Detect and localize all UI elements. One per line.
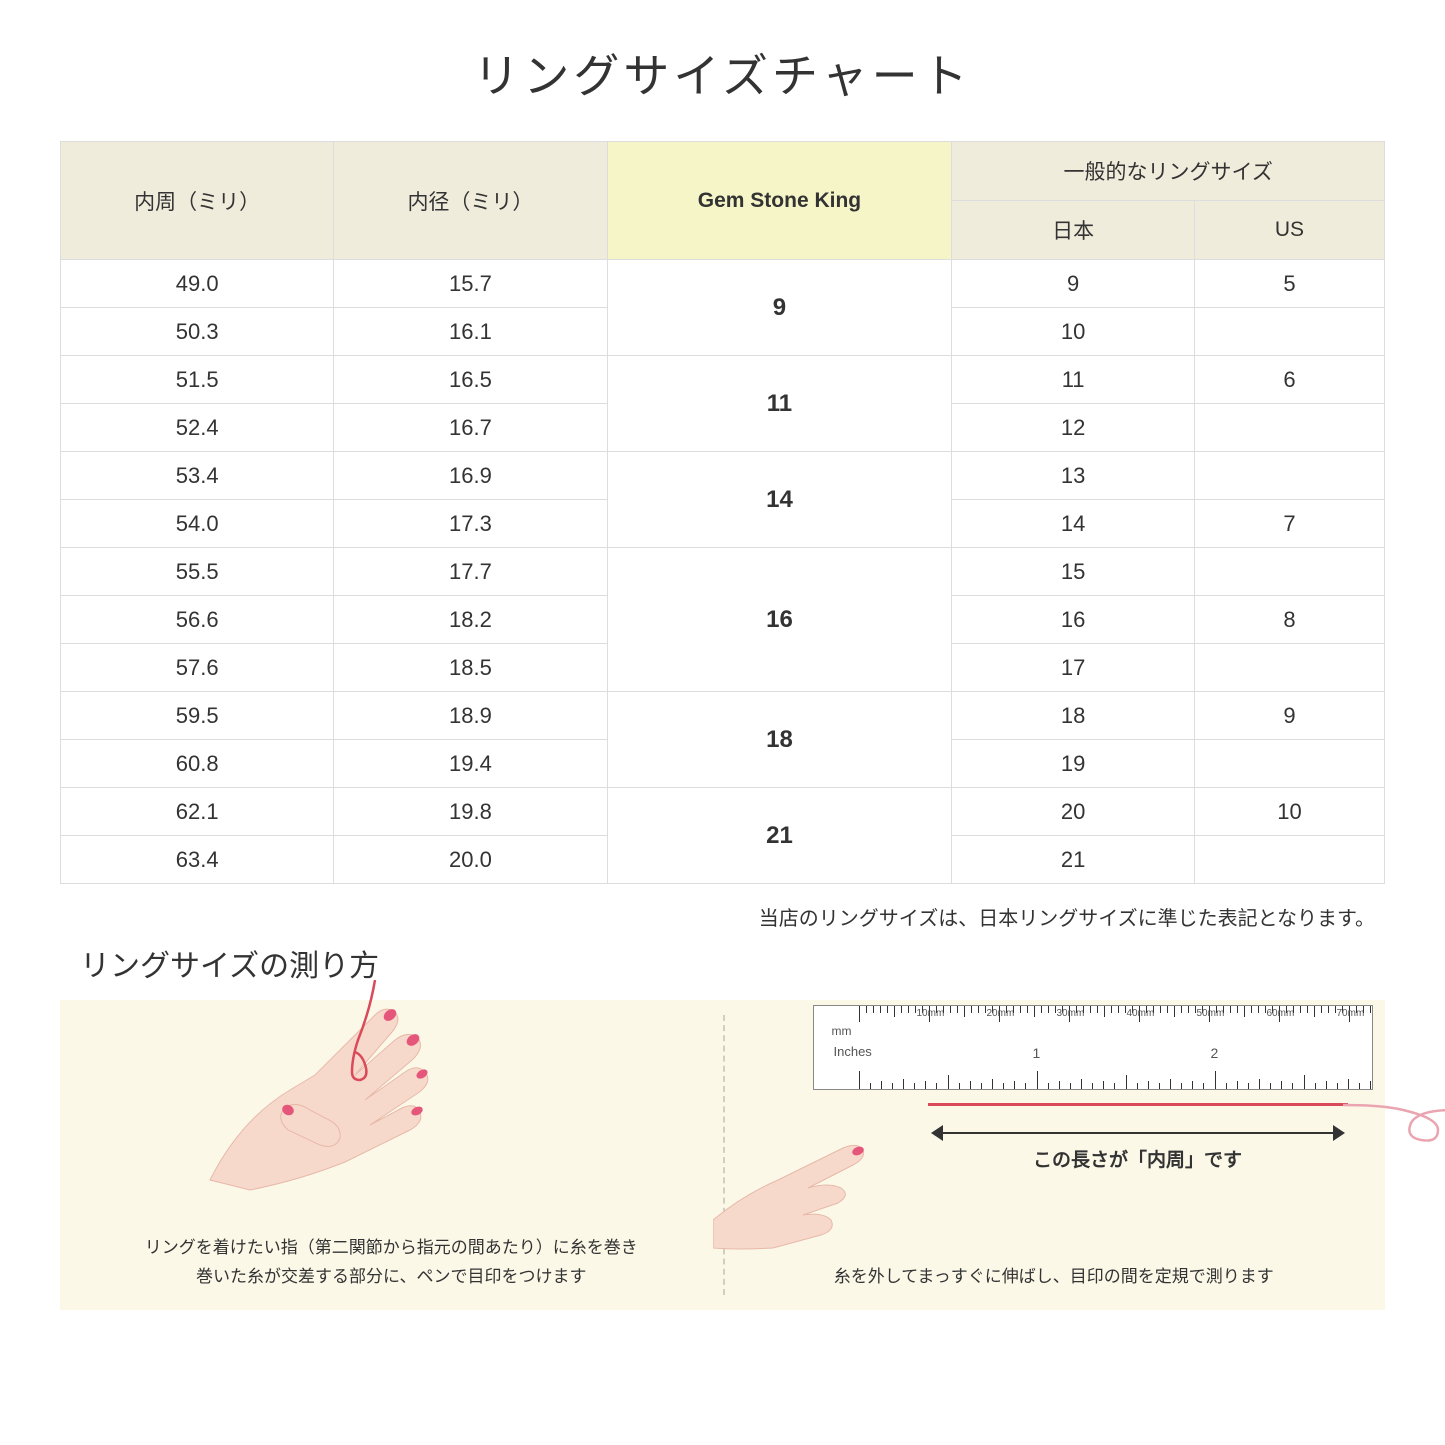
- measure-title: リングサイズの測り方: [80, 941, 1385, 985]
- table-row: 53.416.91413: [61, 452, 1385, 500]
- ring-size-table: 内周（ミリ） 内径（ミリ） Gem Stone King 一般的なリングサイズ …: [60, 141, 1385, 884]
- table-row: 62.119.8212010: [61, 788, 1385, 836]
- hand-with-thread-icon: [180, 980, 540, 1200]
- step2-caption: 糸を外してまっすぐに伸ばし、目印の間を定規で測ります: [753, 1263, 1356, 1292]
- header-us: US: [1194, 201, 1384, 260]
- instruction-step-2: mm 10mm20mm30mm40mm50mm60mm70mm Inches 1…: [723, 1000, 1386, 1310]
- header-japan: 日本: [952, 201, 1195, 260]
- table-row: 51.516.511116: [61, 356, 1385, 404]
- ruler-icon: mm 10mm20mm30mm40mm50mm60mm70mm Inches 1…: [813, 1005, 1373, 1090]
- thread-curl-icon: [1343, 1075, 1445, 1145]
- header-diameter: 内径（ミリ）: [334, 142, 607, 260]
- instruction-step-1: リングを着けたい指（第二関節から指元の間あたり）に糸を巻き 巻いた糸が交差する部…: [60, 1000, 723, 1310]
- dimension-arrow: [931, 1123, 1345, 1143]
- page-title: リングサイズチャート: [60, 40, 1385, 106]
- header-circumference: 内周（ミリ）: [61, 142, 334, 260]
- pointing-hand-icon: [713, 1100, 893, 1250]
- instructions-panel: リングを着けたい指（第二関節から指元の間あたり）に糸を巻き 巻いた糸が交差する部…: [60, 1000, 1385, 1310]
- header-gsk: Gem Stone King: [607, 142, 952, 260]
- footnote: 当店のリングサイズは、日本リングサイズに準じた表記となります。: [60, 902, 1385, 931]
- table-row: 59.518.918189: [61, 692, 1385, 740]
- step1-caption: リングを着けたい指（第二関節から指元の間あたり）に糸を巻き 巻いた糸が交差する部…: [90, 1234, 693, 1292]
- arrow-label: この長さが「内周」です: [928, 1145, 1348, 1172]
- table-row: 55.517.71615: [61, 548, 1385, 596]
- table-body: 49.015.7995 50.316.110 51.516.511116 52.…: [61, 260, 1385, 884]
- header-general: 一般的なリングサイズ: [952, 142, 1385, 201]
- thread-line: [928, 1103, 1348, 1106]
- table-row: 49.015.7995: [61, 260, 1385, 308]
